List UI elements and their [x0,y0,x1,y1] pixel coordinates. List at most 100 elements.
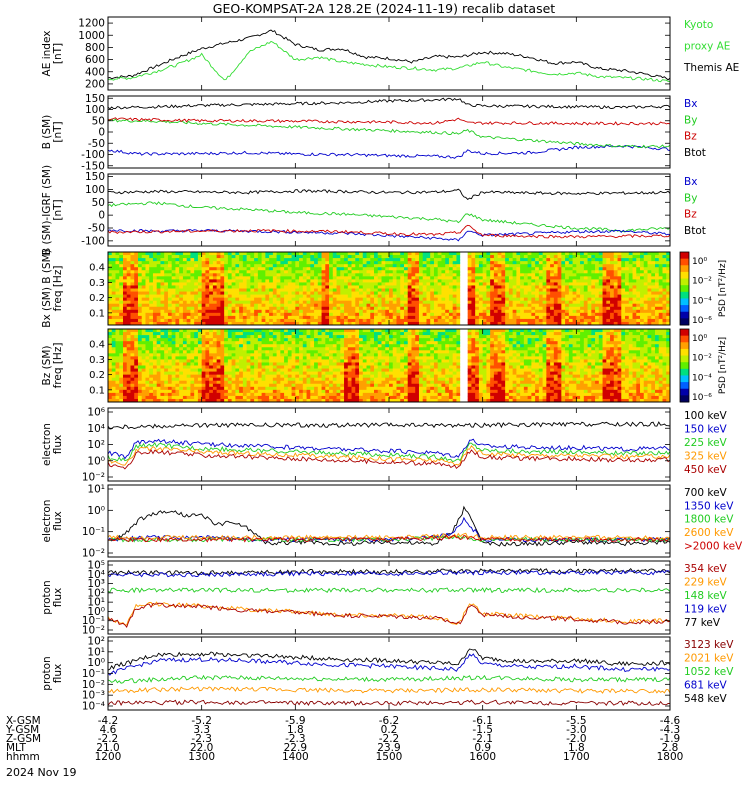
spectrogram-cell [205,276,210,280]
spectrogram-cell [149,374,154,379]
spectrogram-cell [486,291,491,295]
spectrogram-cell [606,264,611,268]
spectrogram-cell [171,332,176,336]
spectrogram-cell [475,285,480,289]
spectrogram-cell [209,282,214,286]
spectrogram-cell [561,303,566,308]
spectrogram-cell [272,261,277,265]
spectrogram-cell [407,312,412,317]
spectrogram-cell [591,291,596,295]
spectrogram-cell [317,252,322,256]
spectrogram-cell [115,347,120,351]
spectrogram-cell [441,321,446,326]
spectrogram-cell [448,312,454,317]
spectrogram-cell [269,306,274,311]
spectrogram-cell [647,252,652,256]
spectrogram-cell [108,273,113,277]
spectrogram-cell [460,321,465,326]
spectrogram-cell [512,303,517,308]
spectrogram-cell [280,398,285,403]
spectrogram-cell [145,285,150,289]
spectrogram-cell [441,294,446,299]
spectrogram-cell [340,297,345,302]
spectrogram-cell [508,282,514,286]
spectrogram-cell [239,338,244,342]
spectrogram-cell [126,371,131,376]
colorbar-tick-label: 10⁻⁶ [692,316,712,326]
spectrogram-cell [362,261,367,265]
spectrogram-cell [160,368,165,372]
spectrogram-cell [261,309,266,314]
spectrogram-cell [209,365,214,369]
spectrogram-cell [197,386,203,391]
spectrogram-cell [276,350,281,354]
spectrogram-cell [610,315,615,320]
spectrogram-cell [403,294,409,299]
spectrogram-cell [224,395,229,400]
spectrogram-cell [613,261,618,265]
spectrogram-cell [587,288,592,292]
spectrogram-cell [366,291,371,295]
spectrogram-cell [167,353,173,357]
spectrogram-cell [212,255,218,259]
spectrogram-cell [254,300,259,305]
spectrogram-cell [197,255,203,259]
spectrogram-cell [606,312,611,317]
spectrogram-cell [149,350,154,354]
spectrogram-cell [497,273,502,277]
spectrogram-cell [269,398,274,403]
spectrogram-cell [666,276,671,280]
spectrogram-cell [505,258,510,262]
spectrogram-cell [209,392,214,397]
spectrogram-cell [610,252,615,256]
spectrogram-cell [134,255,139,259]
spectrogram-cell [448,297,454,302]
spectrogram-cell [284,282,289,286]
spectrogram-cell [149,309,154,314]
spectrogram-cell [145,395,150,400]
spectrogram-cell [160,383,165,388]
spectrogram-cell [576,255,581,259]
spectrogram-cell [269,255,274,259]
spectrogram-cell [257,359,263,363]
spectrogram-cell [359,258,364,262]
spectrogram-cell [347,300,352,305]
spectrogram-cell [662,297,667,302]
spectrogram-cell [175,332,180,336]
spectrogram-cell [111,377,116,382]
spectrogram-cell [265,309,270,314]
spectrogram-cell [197,282,203,286]
spectrogram-cell [415,312,420,317]
spectrogram-cell [568,258,573,262]
spectrogram-cell [261,383,266,388]
spectrogram-cell [115,395,120,400]
spectrogram-cell [452,288,457,292]
spectrogram-cell [370,321,375,326]
spectrogram-cell [242,261,248,265]
spectrogram-cell [606,276,611,280]
spectrogram-cell [610,300,615,305]
spectrogram-cell [553,255,558,259]
spectrogram-cell [643,255,648,259]
spectrogram-cell [141,377,146,382]
spectrogram-cell [115,261,120,265]
spectrogram-cell [246,255,251,259]
spectrogram-cell [389,309,394,314]
spectrogram-cell [115,297,120,302]
spectrogram-cell [115,350,120,354]
spectrogram-cell [538,288,544,292]
spectrogram-cell [475,261,480,265]
spectrogram-cell [355,261,360,265]
spectrogram-cell [625,312,630,317]
spectrogram-cell [512,309,517,314]
spectrogram-cell [164,371,169,376]
spectrogram-cell [269,353,274,357]
spectrogram-cell [415,264,420,268]
spectrogram-cell [370,285,375,289]
spectrogram-cell [640,297,645,302]
spectrogram-cell [171,285,176,289]
spectrogram-cell [119,294,124,299]
spectrogram-cell [325,294,330,299]
spectrogram-cell [284,312,289,317]
